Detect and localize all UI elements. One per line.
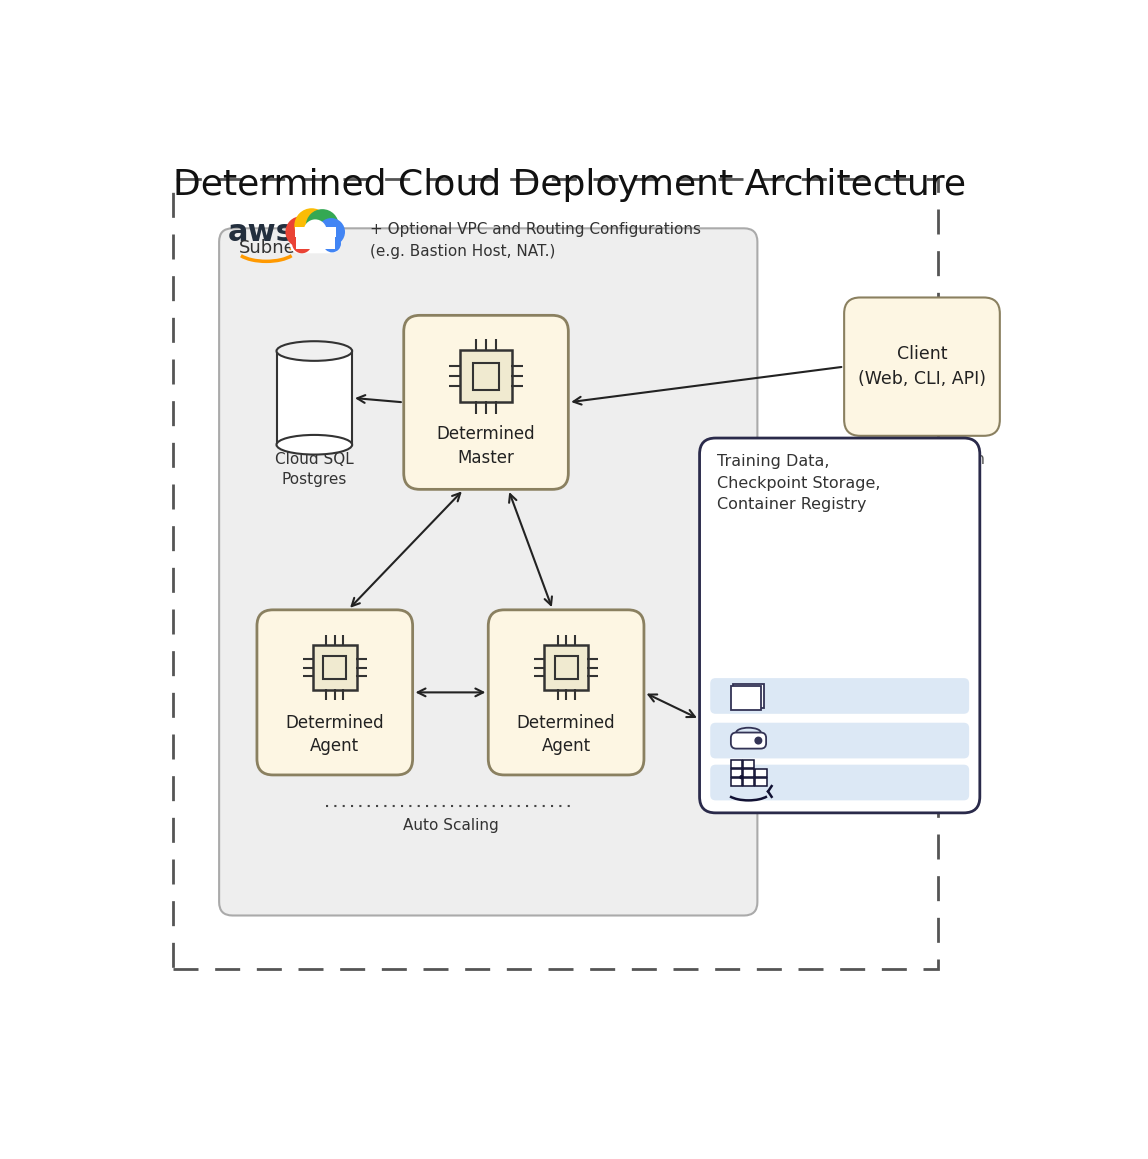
Bar [743,768,754,777]
Circle shape [318,218,346,246]
Text: aws: aws [228,218,295,247]
Text: Cloud SQL
Postgres: Cloud SQL Postgres [276,452,354,487]
Circle shape [315,231,332,248]
FancyBboxPatch shape [711,678,969,714]
Bar [755,768,767,777]
Bar [277,351,352,445]
Circle shape [324,234,341,253]
FancyBboxPatch shape [711,765,969,801]
Circle shape [739,775,744,779]
Bar [324,656,347,679]
Bar [755,778,767,786]
Bar [173,180,938,969]
FancyBboxPatch shape [731,686,761,710]
Text: Submit jobs, run
notebooks, etc.: Submit jobs, run notebooks, etc. [859,452,985,487]
FancyBboxPatch shape [289,212,341,254]
Ellipse shape [277,435,352,454]
FancyBboxPatch shape [731,732,766,749]
Bar [296,231,335,249]
Circle shape [754,737,762,744]
FancyBboxPatch shape [699,438,980,812]
Ellipse shape [277,341,352,360]
Text: Determined
Master: Determined Master [436,425,535,467]
Circle shape [303,219,327,242]
Text: Client
(Web, CLI, API): Client (Web, CLI, API) [858,345,986,388]
FancyBboxPatch shape [312,646,357,690]
FancyBboxPatch shape [711,723,969,758]
FancyBboxPatch shape [488,610,644,775]
Text: + Optional VPC and Routing Configurations
(e.g. Bastion Host, NAT.): + Optional VPC and Routing Configuration… [371,223,701,258]
Circle shape [303,229,323,249]
Text: Subnet: Subnet [239,239,302,257]
FancyBboxPatch shape [404,315,568,489]
Text: Determined
Agent: Determined Agent [286,714,385,756]
Bar [743,760,754,768]
Text: Determined Cloud Deployment Architecture: Determined Cloud Deployment Architecture [173,168,965,202]
FancyBboxPatch shape [219,228,758,916]
Bar [743,778,754,786]
Text: Docker Hub: Docker Hub [784,775,878,790]
Bar [731,760,743,768]
Text: Auto Scaling: Auto Scaling [403,818,498,833]
Text: EFS, FileStore: EFS, FileStore [784,688,893,704]
FancyBboxPatch shape [257,610,412,775]
Circle shape [305,209,339,242]
FancyBboxPatch shape [460,350,512,402]
Bar [554,656,577,679]
Text: S3, GCS: S3, GCS [784,734,848,748]
Bar [295,226,335,238]
Bar [473,363,499,389]
Bar [731,778,743,786]
Bar [731,768,743,777]
FancyBboxPatch shape [844,298,1000,436]
Text: Determined
Agent: Determined Agent [517,714,615,756]
FancyBboxPatch shape [734,684,763,708]
FancyBboxPatch shape [544,646,588,690]
Circle shape [292,234,311,254]
Circle shape [286,217,317,248]
Circle shape [294,209,329,243]
Text: Training Data,
Checkpoint Storage,
Container Registry: Training Data, Checkpoint Storage, Conta… [718,454,881,512]
